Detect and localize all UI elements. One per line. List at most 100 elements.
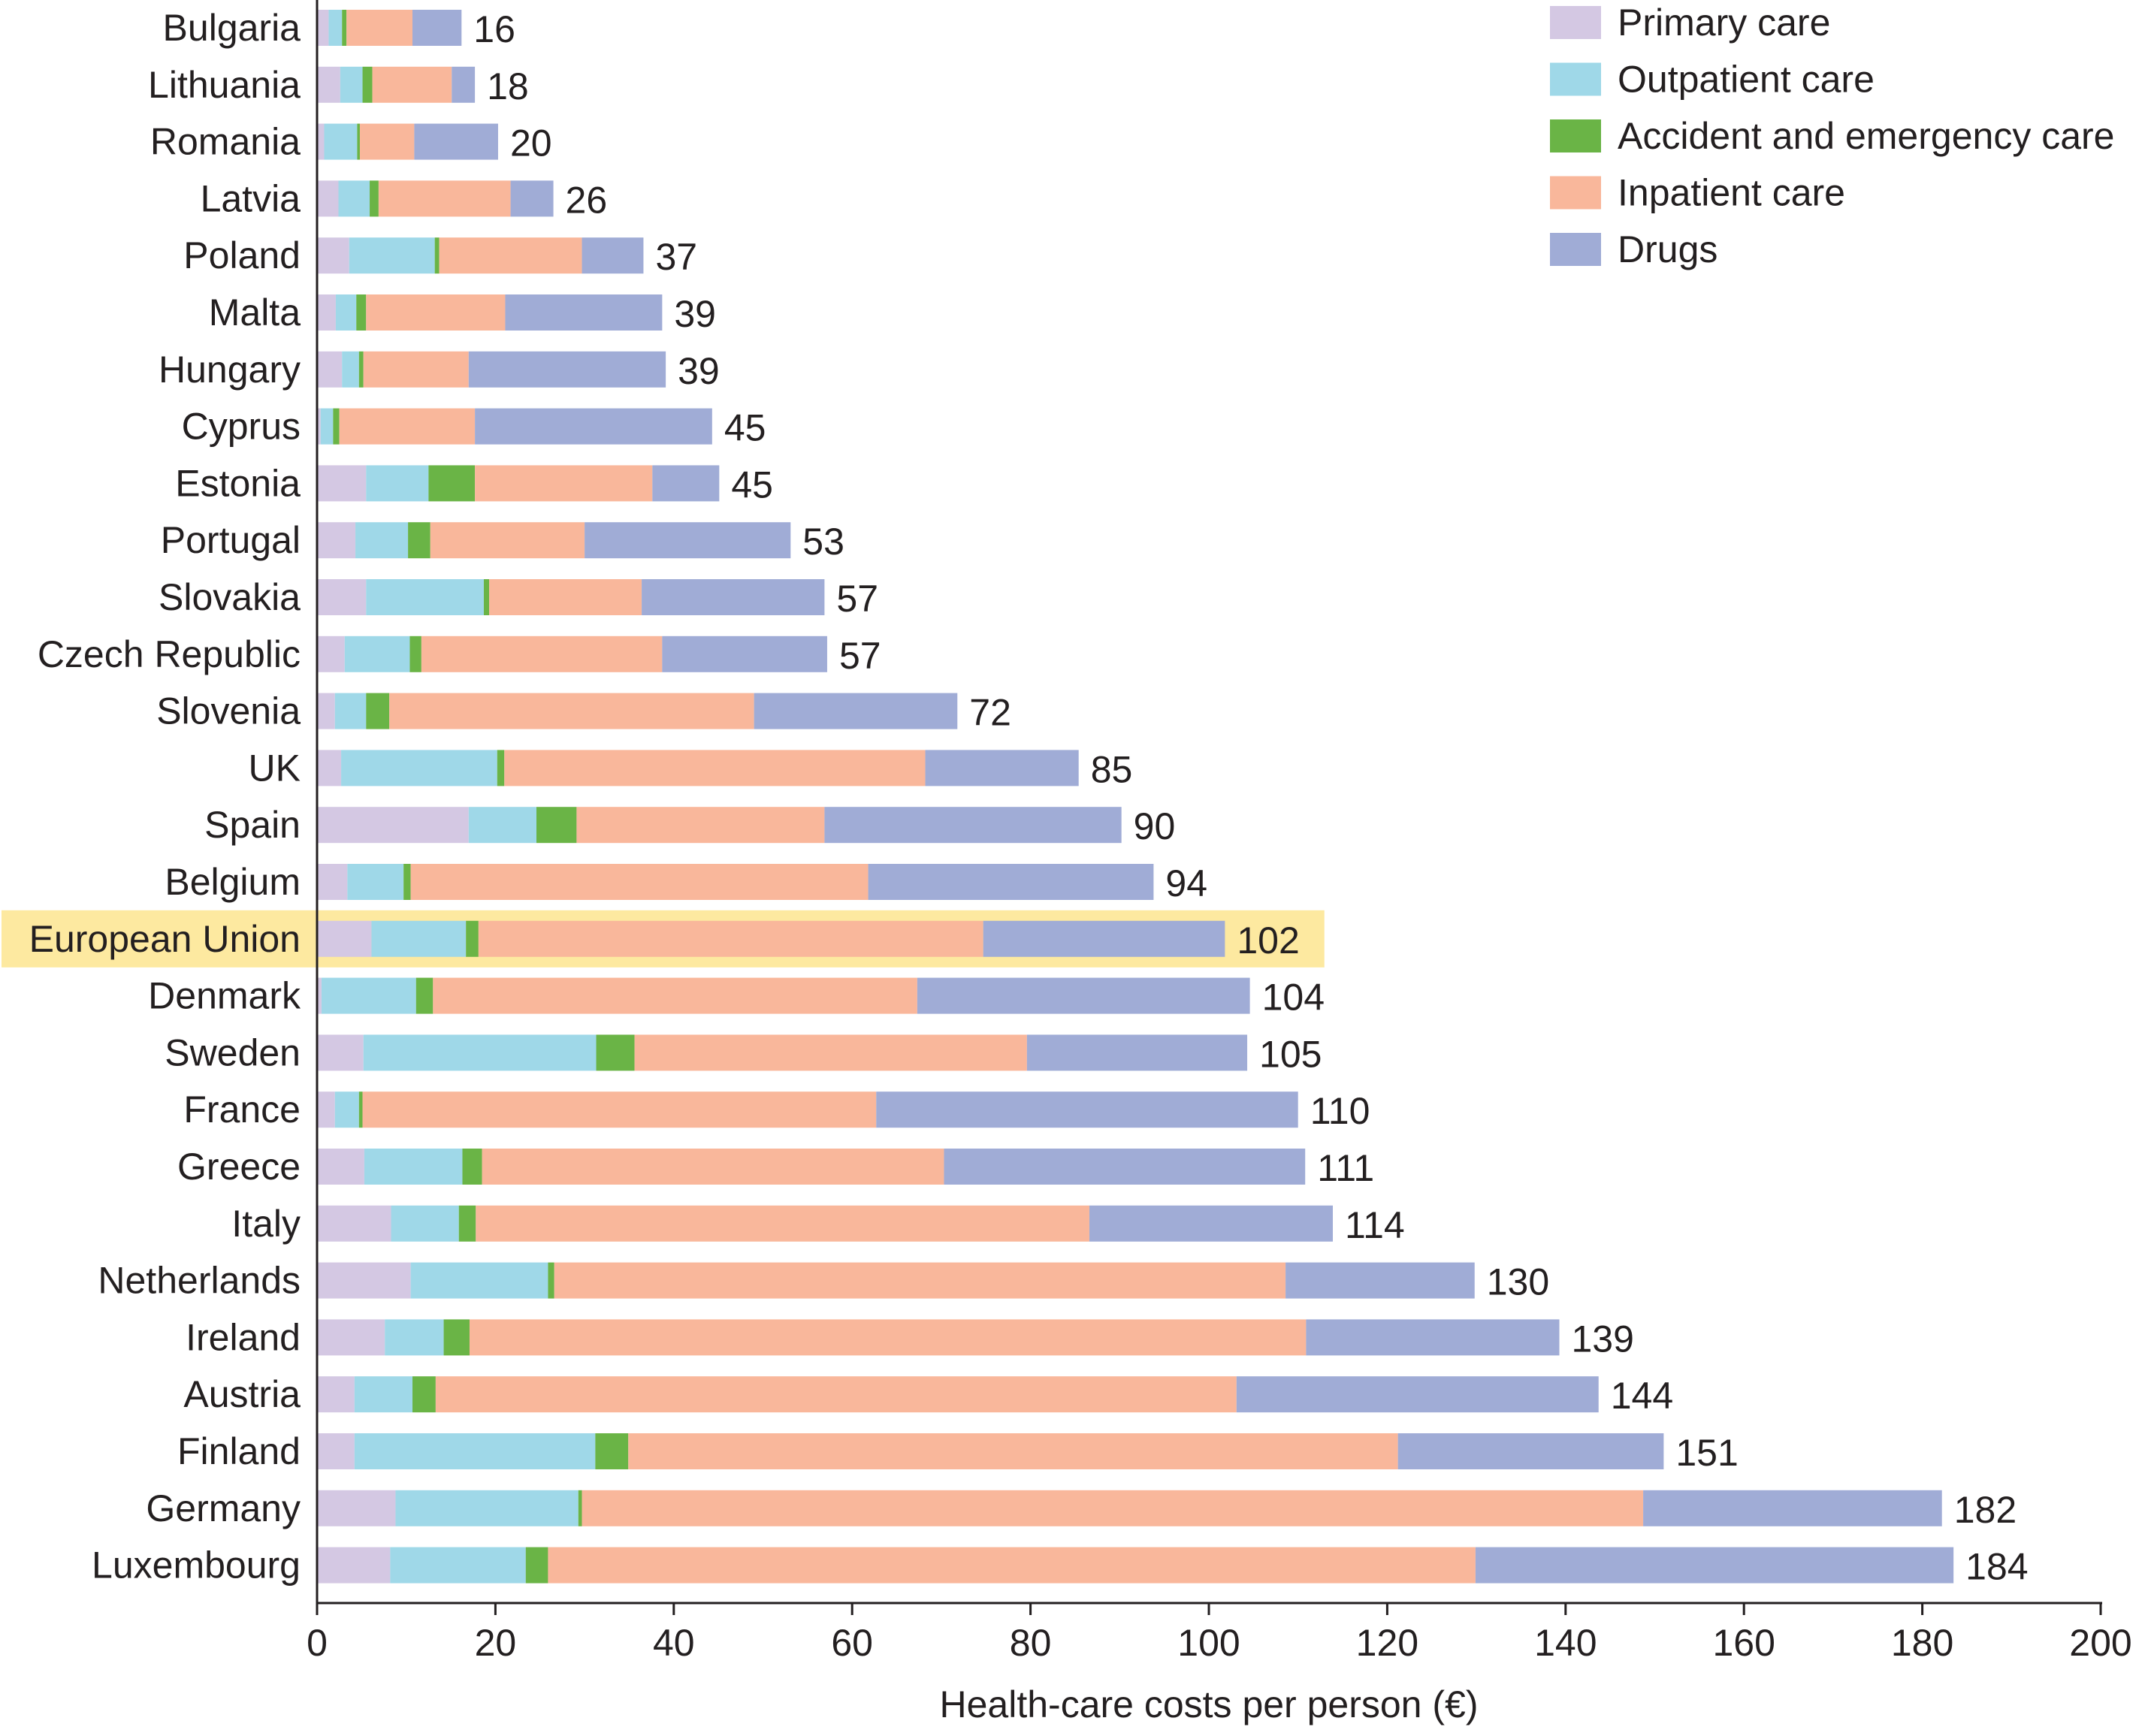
category-label: Greece: [177, 1146, 301, 1188]
bar-portugal-segment-4: [585, 522, 791, 559]
category-label: Sweden: [165, 1031, 301, 1073]
total-value-label: 144: [1611, 1375, 1673, 1417]
bar-austria-segment-1: [354, 1376, 413, 1413]
bar-latvia-segment-0: [317, 180, 339, 217]
bar-germany-segment-0: [317, 1490, 396, 1526]
category-label: Austria: [183, 1373, 301, 1415]
bar-finland-segment-4: [1397, 1433, 1664, 1469]
bar-slovakia-segment-3: [489, 579, 642, 615]
bar-greece-segment-0: [317, 1149, 364, 1185]
bar-estonia-segment-4: [652, 465, 720, 502]
bar-austria-segment-3: [435, 1376, 1237, 1413]
category-label: Romania: [150, 121, 301, 163]
bar-greece-segment-1: [364, 1149, 463, 1185]
bar-netherlands-segment-4: [1285, 1262, 1475, 1299]
bar-netherlands-segment-2: [548, 1262, 554, 1299]
bar-belgium-segment-3: [410, 864, 869, 900]
x-tick-label: 140: [1534, 1622, 1597, 1664]
total-value-label: 18: [487, 65, 529, 107]
bar-lithuania-segment-4: [452, 66, 476, 103]
bar-ireland-segment-2: [443, 1319, 470, 1356]
category-label: Latvia: [201, 177, 301, 219]
bar-czech-republic-segment-1: [344, 636, 410, 672]
x-tick-label: 100: [1177, 1622, 1240, 1664]
x-tick-label: 120: [1356, 1622, 1418, 1664]
total-value-label: 105: [1259, 1033, 1322, 1075]
category-label: Slovakia: [159, 576, 301, 618]
x-tick-label: 40: [653, 1622, 695, 1664]
total-value-label: 72: [969, 692, 1011, 734]
bar-luxembourg-segment-0: [317, 1547, 391, 1584]
bar-greece-segment-4: [944, 1149, 1306, 1185]
category-label: Ireland: [186, 1316, 301, 1358]
bar-italy-segment-4: [1089, 1205, 1333, 1242]
bar-sweden-segment-2: [596, 1034, 635, 1071]
bar-lithuania-segment-0: [317, 66, 340, 103]
category-label: Cyprus: [182, 406, 301, 448]
bar-spain-segment-1: [468, 807, 537, 844]
category-label: UK: [249, 747, 301, 789]
total-value-label: 94: [1165, 862, 1207, 904]
bar-sweden-segment-3: [634, 1034, 1027, 1071]
category-label: Denmark: [148, 975, 301, 1017]
bar-netherlands-segment-1: [410, 1262, 548, 1299]
bar-lithuania-segment-1: [340, 66, 363, 103]
total-value-label: 39: [678, 350, 720, 392]
bar-italy-segment-0: [317, 1205, 391, 1242]
bars-layer: Bulgaria 16 Lithuania 18 Romania 20 Latvia 26 Po…: [29, 7, 2029, 1588]
bar-latvia-segment-2: [370, 180, 379, 217]
x-axis-ticks: 0 20 40 60 80 100 120 140 160 180 200: [307, 1603, 2132, 1664]
bar-poland-segment-1: [349, 237, 435, 274]
bar-hungary-segment-0: [317, 351, 343, 388]
total-value-label: 20: [510, 122, 552, 165]
category-label: Estonia: [175, 462, 301, 504]
bar-greece-segment-2: [462, 1149, 482, 1185]
total-value-label: 57: [839, 635, 881, 677]
legend: Primary care Outpatient care Accident and …: [1550, 2, 2114, 270]
bar-sweden-segment-1: [363, 1034, 597, 1071]
category-label: Slovenia: [156, 690, 301, 732]
bar-belgium-segment-4: [868, 864, 1154, 900]
bar-hungary-segment-4: [468, 351, 666, 388]
bar-slovakia-segment-0: [317, 579, 367, 615]
legend-label: Outpatient care: [1618, 59, 1875, 101]
total-value-label: 39: [674, 293, 716, 335]
bar-latvia-segment-4: [510, 180, 554, 217]
legend-swatch: [1550, 176, 1601, 210]
bar-italy-segment-2: [458, 1205, 476, 1242]
category-label: Netherlands: [98, 1260, 301, 1302]
total-value-label: 114: [1345, 1204, 1405, 1246]
total-value-label: 182: [1954, 1489, 2017, 1531]
total-value-label: 53: [802, 521, 844, 563]
bar-slovenia-segment-3: [389, 693, 754, 729]
bar-european-union-segment-0: [317, 920, 372, 957]
bar-uk-segment-3: [504, 750, 926, 786]
bar-sweden-segment-4: [1026, 1034, 1248, 1071]
bar-france-segment-4: [876, 1091, 1298, 1128]
bar-malta-segment-0: [317, 294, 336, 331]
category-label: Bulgaria: [163, 7, 301, 49]
bar-austria-segment-2: [412, 1376, 436, 1413]
bar-spain-segment-0: [317, 807, 469, 844]
bar-cyprus-segment-0: [317, 408, 321, 445]
bar-ireland-segment-1: [385, 1319, 444, 1356]
bar-malta-segment-4: [505, 294, 663, 331]
bar-slovenia-segment-2: [366, 693, 390, 729]
bar-portugal-segment-1: [355, 522, 409, 559]
bar-france-segment-3: [362, 1091, 877, 1128]
total-value-label: 110: [1310, 1090, 1370, 1132]
bar-luxembourg-segment-3: [548, 1547, 1476, 1584]
bar-estonia-segment-0: [317, 465, 367, 502]
bar-uk-segment-0: [317, 750, 342, 786]
bar-romania-segment-1: [324, 123, 358, 160]
bar-portugal-segment-2: [408, 522, 431, 559]
category-label: Poland: [183, 234, 301, 276]
x-tick-label: 0: [307, 1622, 328, 1664]
bar-slovenia-segment-1: [334, 693, 367, 729]
bar-slovakia-segment-4: [642, 579, 825, 615]
bar-france-segment-1: [334, 1091, 359, 1128]
category-label: Czech Republic: [38, 633, 301, 675]
x-tick-label: 160: [1712, 1622, 1775, 1664]
bar-poland-segment-2: [434, 237, 440, 274]
